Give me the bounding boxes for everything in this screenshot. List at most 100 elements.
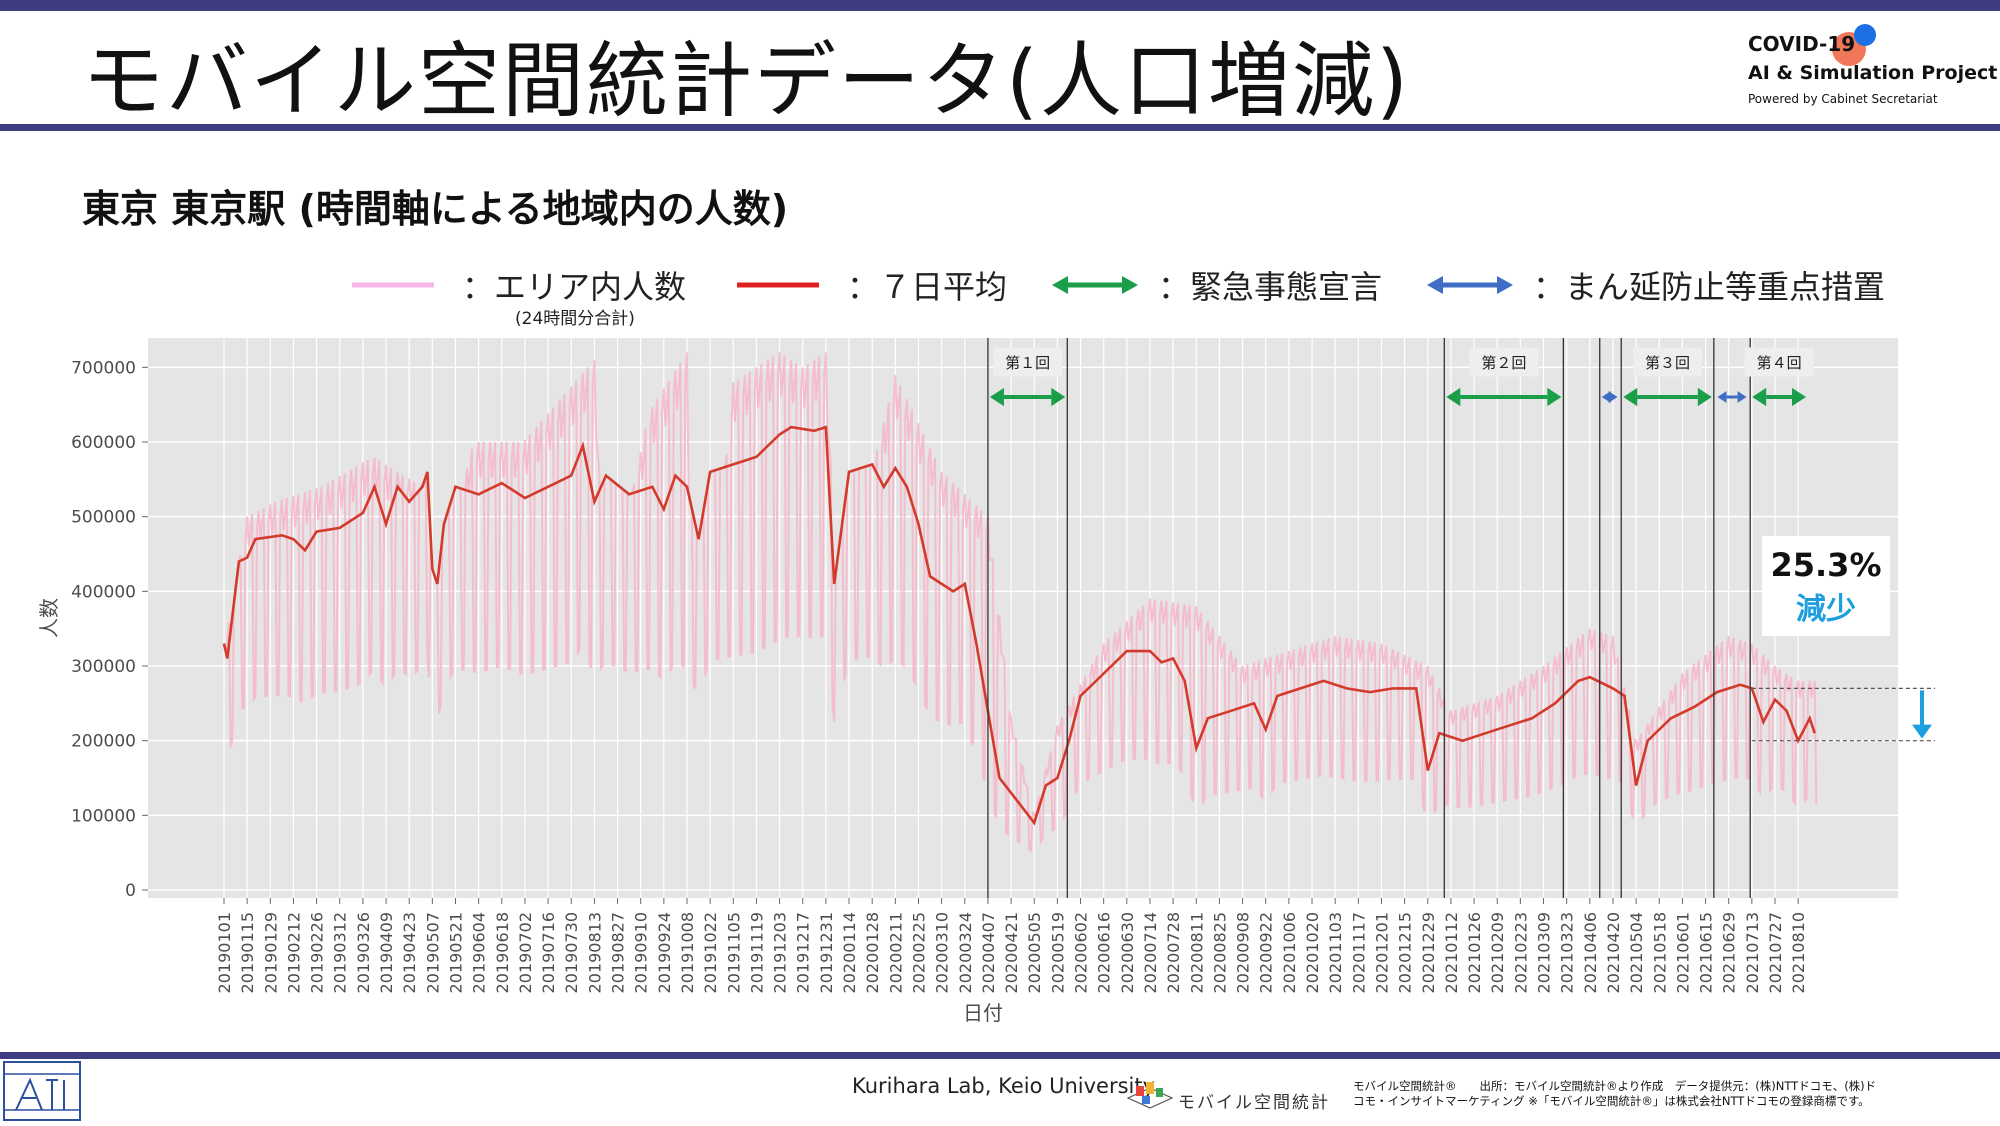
period-label-box	[1633, 347, 1703, 377]
x-tick-label: 20190226	[308, 912, 327, 993]
priority-arrow-head-left	[1717, 391, 1727, 403]
y-axis-label: 人数	[37, 598, 61, 638]
x-tick-label: 20210209	[1488, 912, 1507, 993]
lab-logo-icon	[2, 1060, 82, 1122]
x-tick-label: 20200922	[1257, 912, 1276, 993]
x-tick-label: 20190827	[609, 912, 628, 993]
x-tick-label: 20200505	[1025, 912, 1044, 993]
mobile-statistics-cube-icon	[1126, 1082, 1174, 1109]
x-tick-label: 20200421	[1002, 912, 1021, 993]
y-tick-label: 500000	[71, 508, 136, 528]
x-tick-label: 20190129	[261, 912, 280, 993]
legend-item-emergency: ：緊急事態宣言	[1050, 262, 1382, 308]
x-tick-label: 20201117	[1349, 912, 1368, 993]
x-tick-label: 20191231	[817, 912, 836, 993]
mobile-statistics-logo: モバイル空間統計	[1120, 1076, 1350, 1116]
priority-arrow-head-left	[1601, 391, 1611, 403]
covid-project-logo: COVID-19 AI & Simulation Project Powered…	[1748, 24, 1997, 116]
logo-line1: COVID-19	[1748, 32, 1856, 56]
x-tick-label: 20210420	[1604, 912, 1623, 993]
x-tick-label: 20190101	[215, 912, 234, 993]
period-label: 第２回	[1481, 354, 1526, 372]
x-tick-label: 20190702	[516, 912, 535, 993]
y-tick-label: 700000	[71, 358, 136, 378]
x-tick-label: 20200211	[886, 912, 905, 993]
legend-label-priority-measures: ：まん延防止等重点措置	[1533, 268, 1886, 306]
y-tick-label: 400000	[71, 582, 136, 602]
x-tick-label: 20210309	[1535, 912, 1554, 993]
period-label-box	[1744, 347, 1814, 377]
chart-area: 0 100000 200000 300000 400000 500000 600000 700…	[0, 330, 2000, 1030]
period-label-box	[1469, 347, 1539, 377]
footer-source: モバイル空間統計® 出所：モバイル空間統計®より作成 データ提供元：(株)NTT…	[1353, 1079, 1876, 1109]
x-tick-label: 20190212	[284, 912, 303, 993]
x-tick-label: 20191217	[794, 912, 813, 993]
legend-green-arrow-icon	[1052, 276, 1138, 294]
legend-label-7day-avg: ：７日平均	[847, 268, 1008, 306]
legend-note: (24時間分合計)	[515, 309, 635, 329]
footer-divider	[0, 1052, 2000, 1059]
x-tick-label: 20190910	[632, 912, 651, 993]
x-axis-label: 日付	[963, 1001, 1003, 1025]
reduction-callout: 25.3% 減少	[1762, 536, 1890, 636]
x-tick-label: 20210727	[1766, 912, 1785, 993]
x-tick-label: 20210810	[1789, 912, 1808, 993]
x-tick-label: 20190716	[539, 912, 558, 993]
x-tick-label: 20190409	[377, 912, 396, 993]
y-tick-label: 100000	[71, 806, 136, 826]
legend-item-7day-avg: ：７日平均	[735, 262, 1007, 308]
x-tick-label: 20191008	[678, 912, 697, 993]
x-tick-label: 20191105	[724, 912, 743, 993]
priority-arrow-head-right	[1737, 391, 1747, 403]
x-tick-label: 20191203	[771, 912, 790, 993]
x-tick-label: 20190604	[470, 912, 489, 993]
x-tick-label: 20190312	[331, 912, 350, 993]
legend-label-area-count: ：エリア内人数	[462, 268, 687, 306]
priority-arrow-head-right	[1608, 391, 1618, 403]
x-tick-label: 20190423	[400, 912, 419, 993]
emergency-arrow-head-right	[1792, 387, 1806, 407]
y-tick-label: 600000	[71, 433, 136, 453]
emergency-arrow-head-right	[1547, 387, 1562, 407]
x-tick-label: 20210112	[1442, 912, 1461, 993]
x-tick-label: 20190813	[585, 912, 604, 993]
legend-label-emergency: ：緊急事態宣言	[1158, 268, 1383, 306]
period-label: 第３回	[1645, 354, 1690, 372]
x-tick-label: 20200908	[1234, 912, 1253, 993]
x-tick-label: 20200616	[1095, 912, 1114, 993]
x-tick-label: 20200825	[1210, 912, 1229, 993]
reduction-percent: 25.3%	[1770, 546, 1882, 584]
title-divider	[0, 124, 2000, 131]
y-tick-label: 300000	[71, 657, 136, 677]
x-tick-label: 20190326	[354, 912, 373, 993]
x-tick-label: 20190115	[238, 912, 257, 993]
x-tick-label: 20200811	[1187, 912, 1206, 993]
y-tick-label: 0	[125, 881, 136, 901]
emergency-arrow-head-right	[1697, 387, 1712, 407]
footer-source-line2: コモ・インサイトマーケティング ※「モバイル空間統計®」は株式会社NTTドコモの…	[1353, 1094, 1870, 1108]
emergency-arrow-head-right	[1051, 387, 1066, 407]
x-tick-label: 20200630	[1118, 912, 1137, 993]
reduction-label: 減少	[1796, 592, 1856, 627]
x-tick-label: 20210504	[1627, 912, 1646, 993]
x-tick-label: 20200225	[909, 912, 928, 993]
x-tick-label: 20210518	[1650, 912, 1669, 993]
emergency-arrow-head-left	[989, 387, 1004, 407]
x-tick-label: 20191022	[701, 912, 720, 993]
population-chart: 0 100000 200000 300000 400000 500000 600000 700…	[37, 338, 1935, 1025]
x-tick-label: 20190924	[655, 912, 674, 993]
x-tick-label: 20190618	[493, 912, 512, 993]
x-tick-label: 20190730	[562, 912, 581, 993]
legend-blue-arrow-icon	[1427, 276, 1513, 294]
series-7day-average-line	[222, 425, 1816, 826]
x-tick-label: 20200324	[956, 912, 975, 993]
x-tick-label: 20201215	[1396, 912, 1415, 993]
x-tick-label: 20201006	[1280, 912, 1299, 993]
plot-background	[148, 338, 1898, 898]
period-label-box	[993, 347, 1063, 377]
x-tick-label: 20201201	[1372, 912, 1391, 993]
x-tick-label: 20191119	[747, 912, 766, 993]
reduction-arrow-head	[1912, 724, 1932, 739]
x-tick-label: 20201229	[1419, 912, 1438, 993]
x-tick-label: 20200519	[1048, 912, 1067, 993]
